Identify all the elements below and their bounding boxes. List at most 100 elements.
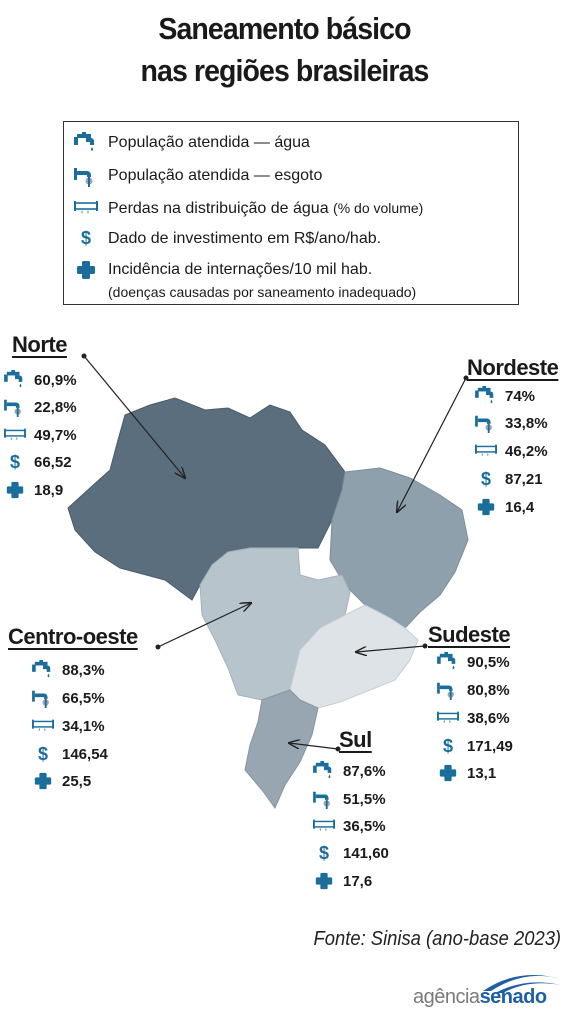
norte-hospital-value: 18,9 — [34, 481, 64, 499]
region-label-norte: Norte — [12, 332, 67, 357]
leaking-pipe-icon — [32, 716, 54, 736]
nordeste-water-value: 74% — [505, 387, 536, 405]
water-tap-icon — [437, 652, 459, 672]
medical-cross-icon — [475, 497, 497, 517]
medical-cross-icon — [313, 871, 335, 891]
dollar-icon: $ — [37, 744, 48, 764]
legend-item-hospital: Incidência de internações/10 mil hab. (d… — [74, 259, 416, 304]
logo-swoosh-icon — [483, 975, 561, 993]
norte-investment-value: 66,52 — [34, 453, 72, 471]
region-label-sudeste: Sudeste — [428, 622, 511, 647]
sewage-pipe-icon — [475, 413, 497, 433]
leaking-pipe-icon — [437, 708, 459, 728]
legend-losses-label: Perdas na distribuição de água — [108, 200, 329, 217]
water-tap-icon — [313, 761, 335, 781]
legend-item-investment: $ Dado de investimento em R$/ano/hab. — [74, 228, 381, 250]
centro-oeste-investment-stat: $146,54 — [32, 744, 108, 764]
water-tap-icon — [475, 386, 497, 406]
nordeste-investment-stat: $87,21 — [475, 469, 543, 489]
dollar-icon: $ — [318, 843, 329, 863]
region-sul-shape — [244, 689, 319, 810]
centro-oeste-losses-value: 34,1% — [62, 717, 105, 735]
logo-text-agencia: agência — [413, 986, 480, 1008]
legend-sewage-label: População atendida — esgoto — [108, 167, 323, 184]
centro-oeste-leader-line — [157, 603, 251, 648]
norte-losses-stat: 49,7% — [4, 425, 77, 445]
medical-cross-icon — [4, 480, 26, 500]
nordeste-sewage-stat: 33,8% — [475, 413, 548, 433]
nordeste-hospital-stat: 16,4 — [475, 497, 534, 517]
sudeste-hospital-stat: 13,1 — [437, 763, 496, 783]
sewage-pipe-icon — [313, 789, 335, 809]
region-label-centro-oeste: Centro-oeste — [8, 624, 138, 649]
dollar-icon: $ — [9, 452, 20, 472]
legend-item-sewage: População atendida — esgoto — [74, 165, 322, 187]
sudeste-losses-value: 38,6% — [467, 709, 510, 727]
nordeste-hospital-value: 16,4 — [505, 498, 535, 516]
sul-hospital-value: 17,6 — [343, 872, 373, 890]
nordeste-water-stat: 74% — [475, 386, 535, 406]
legend-losses-note: (% do volume) — [333, 200, 424, 216]
agencia-senado-logo: agênciasenado — [413, 965, 563, 1015]
sul-investment-stat: $141,60 — [313, 843, 389, 863]
sudeste-sewage-value: 80,8% — [467, 681, 510, 699]
sudeste-investment-stat: $171,49 — [437, 736, 513, 756]
sewage-pipe-icon — [437, 680, 459, 700]
title-line-1: Saneamento básico — [158, 11, 411, 46]
sudeste-sewage-stat: 80,8% — [437, 680, 510, 700]
sul-losses-value: 36,5% — [343, 817, 386, 835]
leaking-pipe-icon — [475, 441, 497, 461]
norte-water-value: 60,9% — [34, 371, 77, 389]
centro-oeste-sewage-value: 66,5% — [62, 689, 105, 707]
sudeste-water-stat: 90,5% — [437, 652, 510, 672]
sudeste-hospital-value: 13,1 — [467, 764, 497, 782]
centro-oeste-water-stat: 88,3% — [32, 660, 105, 680]
sul-leader-line — [289, 743, 339, 750]
nordeste-losses-value: 46,2% — [505, 442, 548, 460]
legend-item-losses: Perdas na distribuição de água (% do vol… — [74, 197, 423, 220]
sudeste-leader-line — [356, 645, 426, 652]
dollar-icon: $ — [442, 736, 453, 756]
sul-losses-stat: 36,5% — [313, 816, 386, 836]
norte-investment-stat: $66,52 — [4, 452, 72, 472]
leaking-pipe-icon — [4, 425, 26, 445]
region-sudeste-shape — [289, 604, 419, 709]
norte-water-stat: 60,9% — [4, 370, 77, 390]
nordeste-losses-stat: 46,2% — [475, 441, 548, 461]
sudeste-investment-value: 171,49 — [467, 737, 513, 755]
dollar-icon: $ — [480, 469, 491, 489]
source-note: Fonte: Sinisa (ano-base 2023) — [313, 928, 561, 950]
page-title: Saneamento básico nas regiões brasileira… — [23, 8, 546, 92]
sul-water-stat: 87,6% — [313, 761, 386, 781]
water-tap-icon — [4, 370, 26, 390]
centro-oeste-water-value: 88,3% — [62, 661, 105, 679]
legend-item-water: População atendida — água — [74, 132, 310, 154]
dollar-icon: $ — [80, 228, 91, 248]
sul-sewage-stat: 51,5% — [313, 789, 386, 809]
logo-text-senado: senado — [479, 986, 548, 1008]
title-line-2: nas regiões brasileiras — [140, 53, 430, 88]
centro-oeste-hospital-stat: 25,5 — [32, 771, 91, 791]
medical-cross-icon — [32, 771, 54, 791]
centro-oeste-hospital-value: 25,5 — [62, 772, 92, 790]
nordeste-investment-value: 87,21 — [505, 470, 543, 488]
sul-hospital-stat: 17,6 — [313, 871, 372, 891]
centro-oeste-losses-stat: 34,1% — [32, 716, 105, 736]
norte-sewage-stat: 22,8% — [4, 397, 77, 417]
centro-oeste-investment-value: 146,54 — [62, 745, 108, 763]
sudeste-losses-stat: 38,6% — [437, 708, 510, 728]
legend-box: População atendida — água População aten… — [63, 121, 519, 305]
nordeste-sewage-value: 33,8% — [505, 414, 548, 432]
legend-water-label: População atendida — água — [108, 134, 310, 151]
legend-investment-label: Dado de investimento em R$/ano/hab. — [108, 230, 382, 247]
norte-sewage-value: 22,8% — [34, 398, 77, 416]
medical-cross-icon — [437, 763, 459, 783]
sul-sewage-value: 51,5% — [343, 790, 386, 808]
region-label-sul: Sul — [339, 727, 372, 752]
norte-leader-line — [83, 355, 185, 478]
region-norte-shape — [67, 397, 346, 601]
sul-investment-value: 141,60 — [343, 844, 389, 862]
sewage-pipe-icon — [4, 397, 26, 417]
legend-hospital-note: (doenças causadas por saneamento inadequ… — [108, 284, 417, 300]
region-label-nordeste: Nordeste — [467, 355, 559, 380]
